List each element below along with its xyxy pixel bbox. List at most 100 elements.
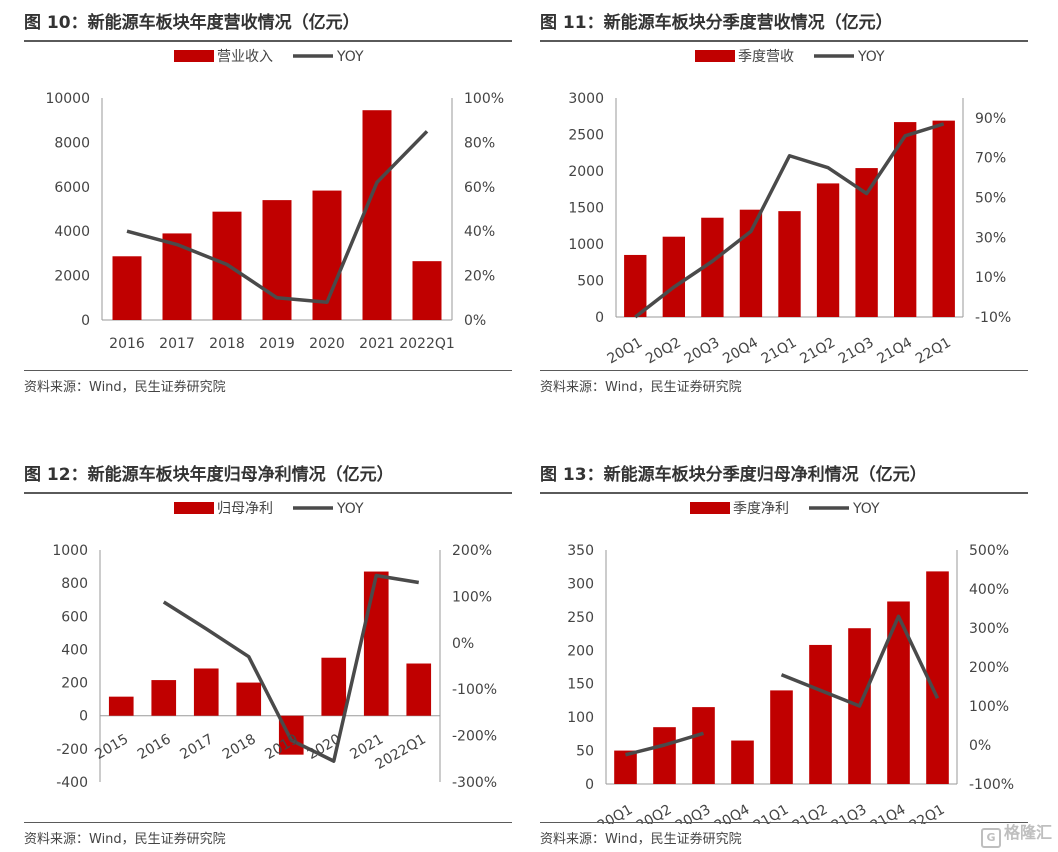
legend-line-label: YOY	[857, 49, 885, 65]
x-tick-label: 20Q2	[643, 335, 684, 368]
chart-title: 图 11：新能源车板块分季度营收情况（亿元）	[540, 10, 1028, 42]
right-axis-tick-label: 400%	[969, 582, 1009, 598]
left-axis-tick-label: 0	[81, 313, 90, 329]
right-axis-tick-label: -200%	[452, 729, 497, 745]
right-axis-tick-label: 500%	[969, 543, 1009, 559]
left-axis-tick-label: 0	[585, 777, 594, 793]
x-tick-label: 22Q1	[913, 335, 954, 368]
left-axis-tick-label: 1000	[52, 543, 88, 559]
left-axis-tick-label: 1000	[568, 237, 604, 253]
legend-bar-swatch	[174, 50, 214, 62]
x-tick-label: 20Q1	[605, 335, 646, 368]
watermark-logo: G 格隆汇	[980, 819, 1052, 848]
legend-bar-label: 季度净利	[733, 501, 789, 517]
x-tick-label: 21Q3	[836, 335, 877, 368]
right-axis-tick-label: 0%	[452, 636, 474, 652]
left-axis-tick-label: -400	[56, 775, 88, 791]
right-axis-tick-label: 10%	[975, 270, 1006, 286]
source-note: 资料来源：Wind，民生证券研究院	[540, 370, 1028, 395]
right-axis-tick-label: -10%	[975, 310, 1011, 326]
yoy-line-segment-0	[126, 130, 429, 304]
bar-21Q2	[816, 183, 840, 317]
bar-20Q2	[662, 236, 686, 317]
yoy-line-segment-0	[162, 573, 420, 763]
x-tick-label: 2020	[309, 336, 345, 352]
left-axis-tick-label: 300	[567, 576, 594, 592]
left-axis-tick-label: 150	[567, 677, 594, 693]
x-tick-label: 21Q1	[759, 335, 800, 368]
bar-2016	[151, 680, 177, 716]
bar-2019	[262, 200, 292, 320]
bar-20Q4	[731, 740, 754, 784]
bar-21Q1	[770, 690, 793, 784]
bar-20Q1	[614, 750, 637, 784]
watermark-icon: G	[980, 828, 1001, 848]
right-axis-tick-label: 70%	[975, 151, 1006, 167]
bar-21Q1	[778, 211, 801, 317]
chart-title: 图 10：新能源车板块年度营收情况（亿元）	[24, 10, 512, 42]
bar-20Q3	[692, 707, 715, 784]
chart-figure-13: 季度净利 YOY 0 50 100 150 200 250 300 350 -100% 0% 100% 2…	[567, 501, 1014, 824]
x-tick-label: 20Q4	[720, 335, 761, 368]
left-axis-tick-label: 50	[576, 744, 594, 760]
chart-figure-12: 归母净利 YOY -400 -200 0 200 400 600 800 1000 -300% -20…	[52, 500, 497, 791]
bar-21Q3	[855, 168, 878, 317]
x-tick-label: 2015	[92, 731, 131, 763]
bar-2021	[362, 110, 392, 321]
x-tick-label: 21Q1	[751, 802, 792, 824]
yoy-line-segment-0	[625, 731, 705, 757]
bar-22Q1	[926, 571, 949, 784]
chart-figure-10: 营业收入 YOY 0 2000 4000 6000 8000 10000 0% 20% 40% 60%…	[45, 49, 504, 352]
x-tick-label: 20Q3	[682, 335, 723, 368]
bar-22Q1	[932, 120, 955, 317]
source-note: 资料来源：Wind，民生证券研究院	[540, 822, 1028, 847]
left-axis-tick-label: 400	[61, 642, 88, 658]
bar-21Q4	[887, 601, 910, 784]
right-axis-tick-label: 20%	[464, 269, 495, 285]
right-axis-tick-label: 100%	[464, 91, 504, 107]
left-axis-tick-label: 350	[567, 543, 594, 559]
right-axis-tick-label: 300%	[969, 621, 1009, 637]
legend-bar-label: 营业收入	[217, 49, 273, 65]
x-tick-label: 2018	[209, 336, 245, 352]
left-axis-tick-label: 500	[577, 274, 604, 290]
bar-20Q3	[701, 217, 724, 317]
yoy-line-segment-0	[634, 122, 945, 319]
left-axis-tick-label: 250	[567, 610, 594, 626]
left-axis-tick-label: 0	[595, 310, 604, 326]
right-axis-tick-label: -100%	[969, 777, 1014, 793]
x-tick-label: 2016	[135, 731, 174, 763]
left-axis-tick-label: 10000	[45, 91, 90, 107]
chart-title: 图 12：新能源车板块年度归母净利情况（亿元）	[24, 462, 512, 494]
x-tick-label: 21Q4	[874, 335, 915, 368]
right-axis-tick-label: 0%	[464, 313, 486, 329]
left-axis-tick-label: 4000	[54, 224, 90, 240]
left-axis-tick-label: 8000	[54, 135, 90, 151]
bar-2015	[108, 696, 134, 716]
x-tick-label: 21Q3	[829, 802, 870, 824]
left-axis-tick-label: 6000	[54, 180, 90, 196]
right-axis-tick-label: 90%	[975, 111, 1006, 127]
left-axis-tick-label: 200	[61, 676, 88, 692]
x-tick-label: 20Q1	[595, 802, 636, 824]
left-axis-tick-label: 200	[567, 643, 594, 659]
legend-bar-label: 季度营收	[738, 49, 794, 65]
x-tick-label: 22Q1	[907, 802, 948, 824]
bar-2022Q1	[412, 261, 442, 320]
right-axis-tick-label: 0%	[969, 738, 991, 754]
bar-2016	[112, 256, 142, 320]
legend-bar-swatch	[690, 502, 730, 514]
bar-2021	[363, 571, 389, 716]
left-axis-tick-label: 2500	[568, 128, 604, 144]
x-tick-label: 20Q4	[712, 802, 753, 824]
x-tick-label: 20Q2	[634, 802, 675, 824]
right-axis-tick-label: 60%	[464, 180, 495, 196]
left-axis-tick-label: 1500	[568, 201, 604, 217]
chart-title: 图 13：新能源车板块分季度归母净利情况（亿元）	[540, 462, 1028, 494]
source-note: 资料来源：Wind，民生证券研究院	[24, 370, 512, 395]
bar-20Q4	[739, 209, 763, 317]
bar-21Q2	[809, 644, 832, 784]
bar-20Q1	[624, 254, 647, 317]
x-tick-label: 21Q4	[868, 802, 909, 824]
bar-20Q2	[653, 727, 676, 784]
